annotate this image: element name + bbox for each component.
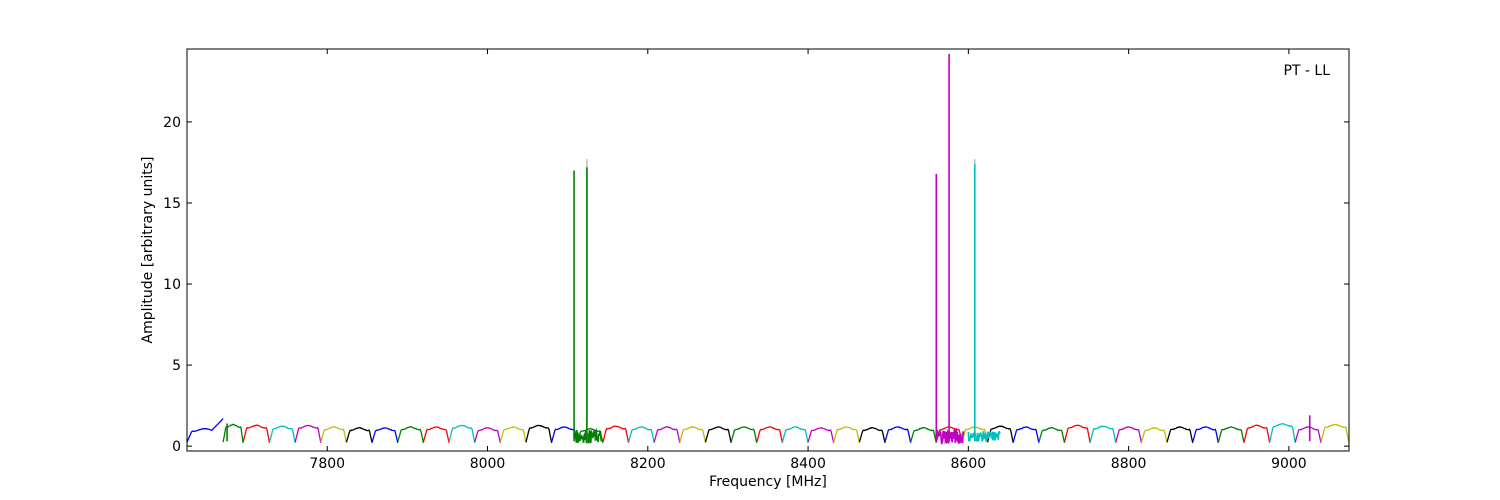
channel-series-19 xyxy=(653,426,681,444)
channel-series-14 xyxy=(525,424,553,444)
noise-region-1 xyxy=(573,428,603,445)
channel-series-16 xyxy=(576,427,604,444)
channel-series-32 xyxy=(986,425,1014,444)
channel-series-13 xyxy=(499,426,527,444)
x-tick-label: 8600 xyxy=(951,456,987,472)
channel-series-22 xyxy=(730,426,758,444)
channel-series-41 xyxy=(1217,426,1245,444)
channel-series-43 xyxy=(1269,423,1296,444)
spike-layer xyxy=(226,53,1311,442)
channel-series-18 xyxy=(627,426,655,444)
x-tick-label: 8800 xyxy=(1111,456,1147,472)
plot-annotation: PT - LL xyxy=(1283,63,1330,79)
x-tick-label: 8200 xyxy=(630,456,666,472)
channel-series-42 xyxy=(1243,424,1271,444)
channel-series-39 xyxy=(1166,426,1194,444)
channel-series-11 xyxy=(448,424,476,444)
channel-series-15 xyxy=(550,426,578,444)
noise-region-3 xyxy=(967,430,1001,443)
x-tick-label: 8400 xyxy=(790,456,826,472)
x-tick-label: 8000 xyxy=(470,456,506,472)
channel-series-9 xyxy=(397,426,425,444)
channel-series-33 xyxy=(1012,426,1040,444)
channel-series-28 xyxy=(884,426,912,444)
channel-series-36 xyxy=(1089,425,1117,444)
channel-series-8 xyxy=(371,427,399,444)
series-layer xyxy=(186,418,1350,445)
y-axis-ticks: 0 5 10 15 20 xyxy=(163,115,1349,455)
channel-series-17 xyxy=(602,425,630,444)
y-tick-label: 10 xyxy=(163,277,181,293)
channel-series-45 xyxy=(1320,423,1350,444)
channel-series-40 xyxy=(1192,426,1220,444)
channel-series-23 xyxy=(756,426,784,444)
channel-series-29 xyxy=(909,426,937,444)
channel-series-12 xyxy=(474,426,501,444)
y-tick-label: 15 xyxy=(163,196,181,212)
y-tick-label: 20 xyxy=(163,115,181,131)
channel-series-20 xyxy=(679,426,707,444)
x-tick-label: 9000 xyxy=(1271,456,1307,472)
channel-series-4 xyxy=(268,425,296,444)
channel-series-27 xyxy=(858,426,886,444)
y-tick-label: 0 xyxy=(172,439,181,455)
channel-series-5 xyxy=(294,424,322,444)
channel-series-2 xyxy=(222,423,244,443)
channel-series-37 xyxy=(1115,426,1143,444)
channel-series-1 xyxy=(186,418,224,443)
x-axis-ticks: 7800 8000 8200 8400 8600 8800 9000 xyxy=(309,49,1307,472)
channel-series-44 xyxy=(1294,426,1322,444)
channel-series-21 xyxy=(704,426,732,444)
channel-series-38 xyxy=(1140,426,1168,444)
channel-series-35 xyxy=(1063,424,1091,444)
channel-series-6 xyxy=(320,426,348,444)
x-tick-label: 7800 xyxy=(309,456,345,472)
plot-frame xyxy=(186,48,1350,452)
y-axis-label: Amplitude [arbitrary units] xyxy=(140,157,156,344)
channel-series-7 xyxy=(345,426,373,444)
channel-series-3 xyxy=(242,424,271,444)
y-tick-label: 5 xyxy=(172,358,181,374)
x-axis-label: Frequency [MHz] xyxy=(709,474,827,490)
channel-series-26 xyxy=(833,426,861,444)
channel-series-25 xyxy=(807,427,835,444)
channel-series-34 xyxy=(1038,427,1066,444)
channel-series-10 xyxy=(422,426,450,444)
channel-series-24 xyxy=(781,426,809,444)
